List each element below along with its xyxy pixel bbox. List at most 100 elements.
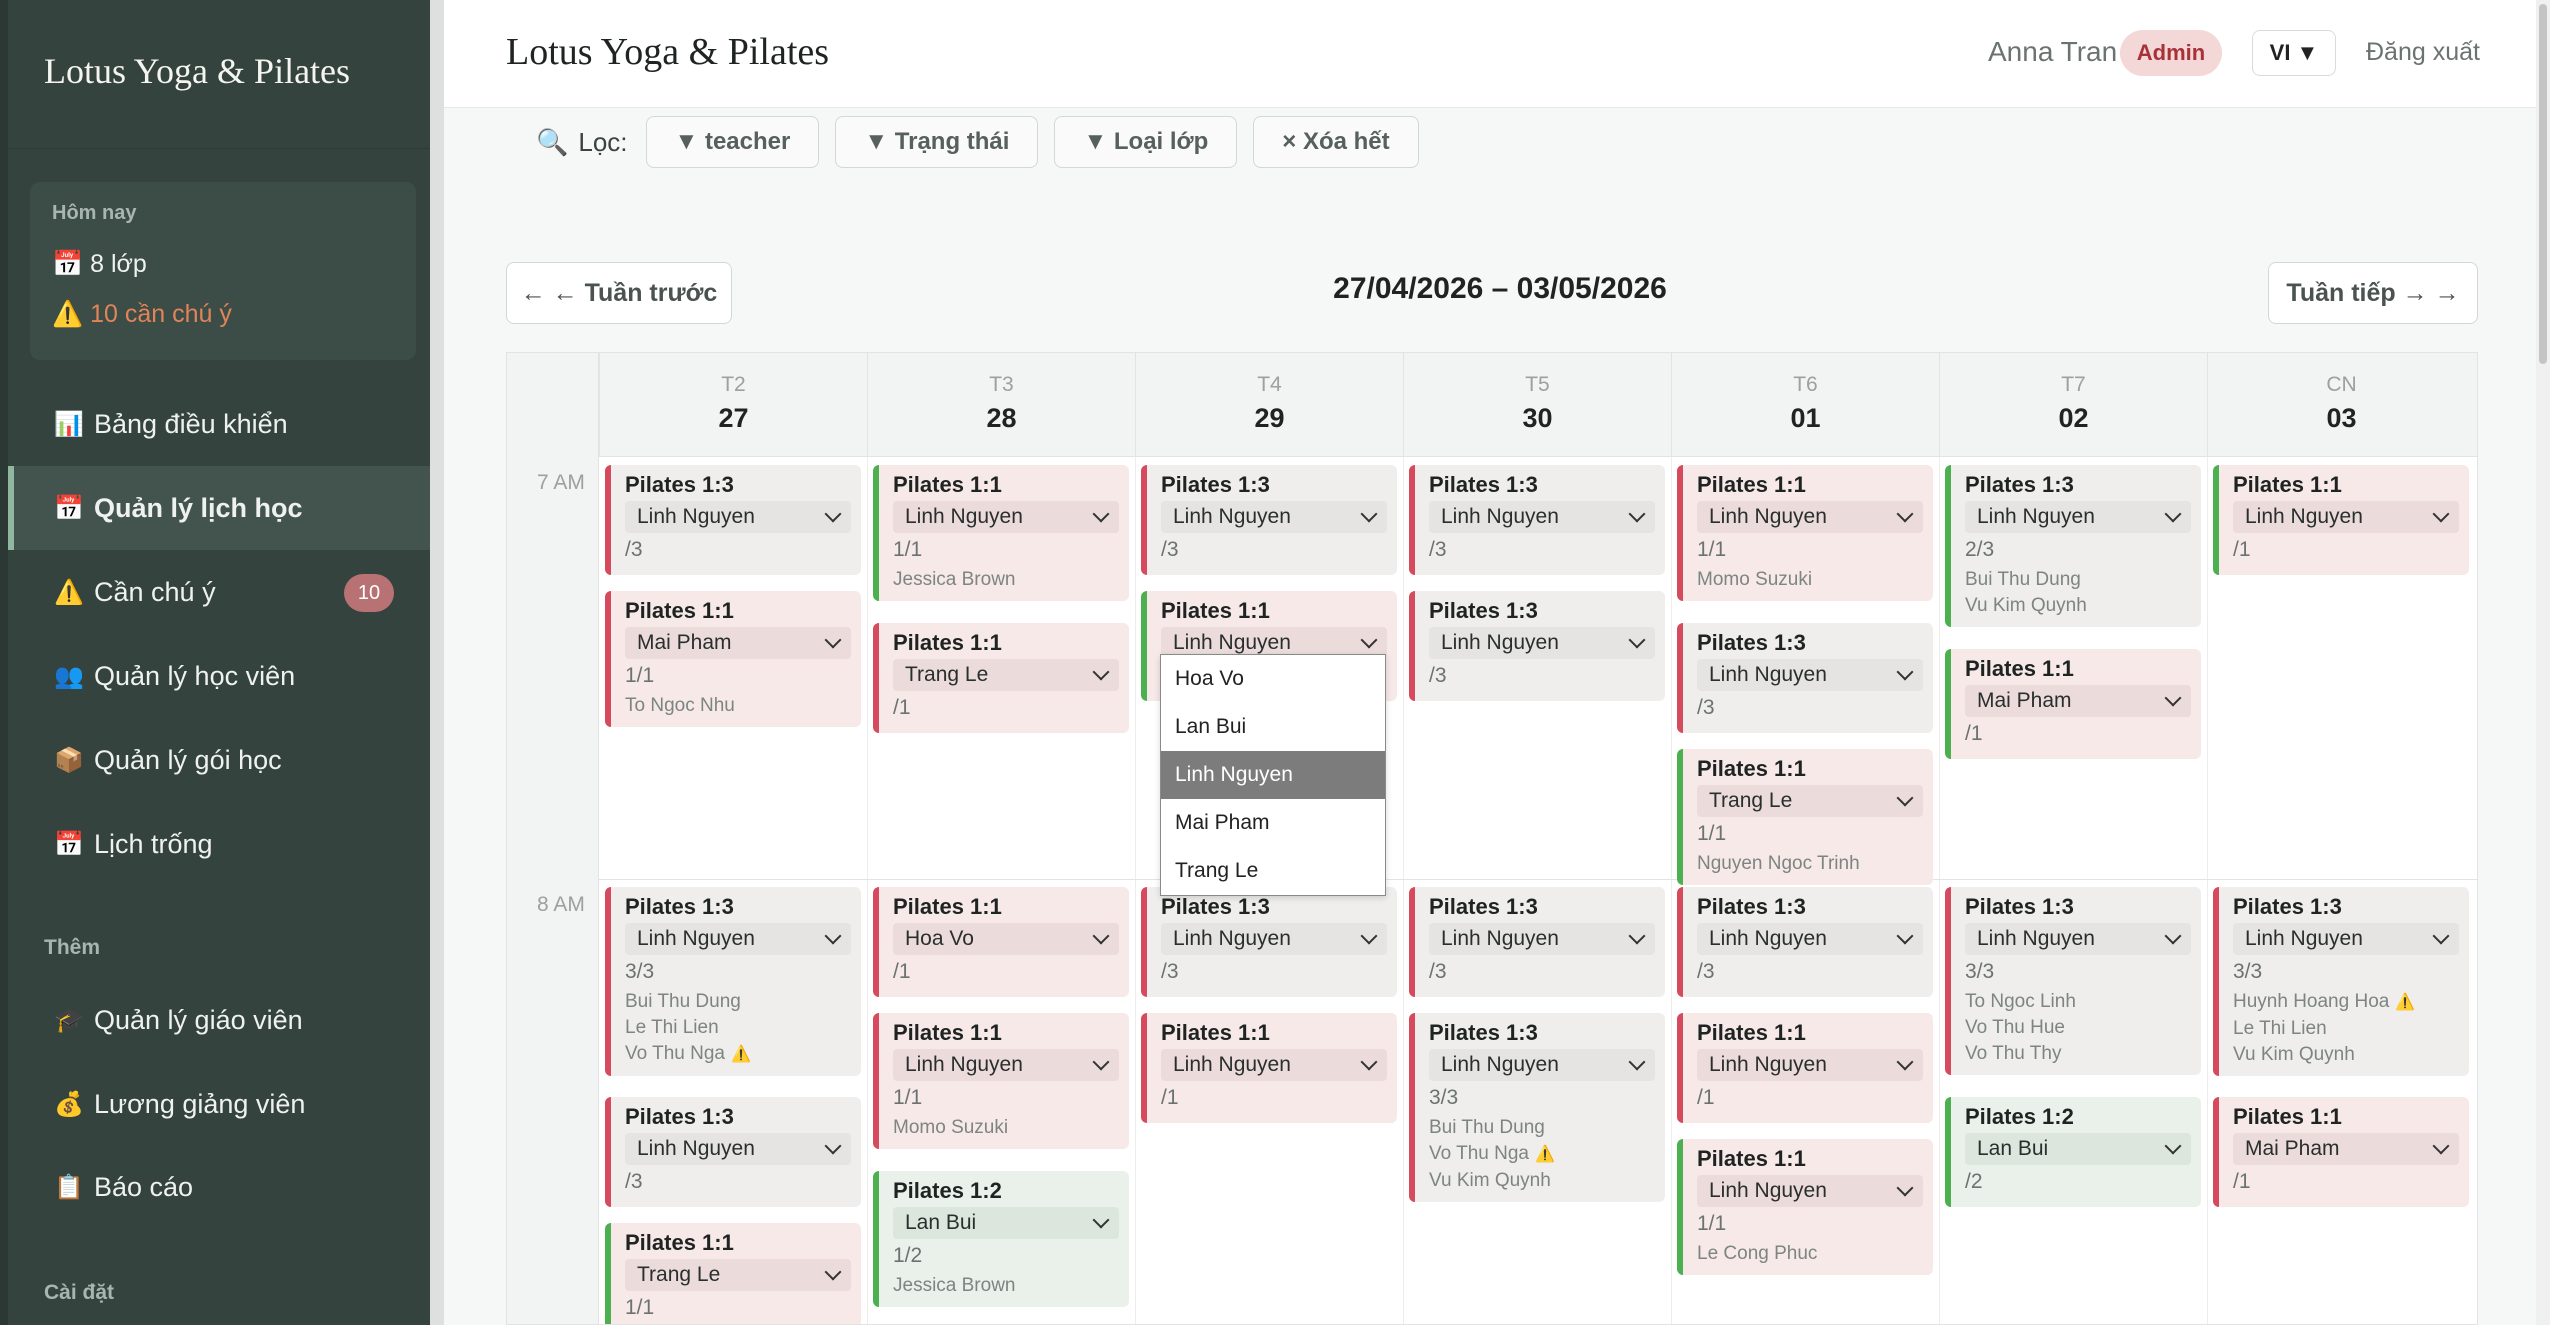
today-attention[interactable]: ⚠️ 10 cần chú ý <box>52 300 232 329</box>
class-card[interactable]: Pilates 1:1 Linh Nguyen/1 <box>2213 465 2469 575</box>
teacher-select[interactable]: Linh Nguyen <box>1429 923 1655 955</box>
class-card[interactable]: Pilates 1:1 Trang Le 1/1 Nguyen Ngoc Trinh <box>1677 749 1933 885</box>
class-card[interactable]: Pilates 1:1 Linh Nguyen/1 <box>1141 1013 1397 1123</box>
dropdown-option[interactable]: Linh Nguyen <box>1161 751 1385 799</box>
student-name[interactable]: Vo Thu Thy <box>1965 1041 2191 1067</box>
student-name[interactable]: To Ngoc Linh <box>1965 989 2191 1015</box>
teacher-select[interactable]: Linh Nguyen <box>1161 923 1387 955</box>
teacher-select[interactable]: Mai Pham <box>2233 1133 2459 1165</box>
dropdown-option[interactable]: Trang Le <box>1175 859 1259 882</box>
student-name[interactable]: Jessica Brown <box>893 1273 1119 1299</box>
class-card[interactable]: Pilates 1:3 Linh Nguyen/3 <box>1677 623 1933 733</box>
student-name[interactable]: Momo Suzuki <box>893 1115 1119 1141</box>
brand-logo[interactable]: Lotus Yoga & Pilates <box>44 51 351 91</box>
dropdown-option[interactable]: Lan Bui <box>1175 715 1247 738</box>
student-name[interactable]: Bui Thu Dung <box>1965 567 2191 593</box>
class-card[interactable]: Pilates 1:3 Linh Nguyen/3 <box>605 465 861 575</box>
student-name[interactable]: Vu Kim Quynh <box>2233 1042 2459 1068</box>
page-scrollbar[interactable] <box>2536 0 2550 1325</box>
teacher-select[interactable]: Linh Nguyen <box>1697 501 1923 533</box>
teacher-select[interactable]: Linh Nguyen <box>1697 659 1923 691</box>
sidebar-item-6[interactable]: 📅 Lịch trống <box>8 802 430 886</box>
student-name[interactable]: Le Cong Phuc <box>1697 1241 1923 1267</box>
teacher-select[interactable]: Linh Nguyen <box>625 501 851 533</box>
class-card[interactable]: Pilates 1:3 Linh Nguyen 3/3 Bui Thu Dung Vo … <box>1409 1013 1665 1202</box>
teacher-select[interactable]: Lan Bui <box>1965 1133 2191 1165</box>
class-card[interactable]: Pilates 1:3 Linh Nguyen/3 <box>1141 887 1397 997</box>
class-card[interactable]: Pilates 1:1 Mai Pham 1/1 To Ngoc Nhu <box>605 591 861 727</box>
student-name[interactable]: Momo Suzuki <box>1697 567 1923 593</box>
class-card[interactable]: Pilates 1:1 Hoa Vo/1 <box>873 887 1129 997</box>
sidebar-item-4[interactable]: 👥 Quản lý học viên <box>8 634 430 718</box>
student-name[interactable]: Vu Kim Quynh <box>1429 1168 1655 1194</box>
student-name[interactable]: Le Thi Lien <box>2233 1016 2459 1042</box>
teacher-select[interactable]: Linh Nguyen <box>1429 501 1655 533</box>
student-name[interactable]: Bui Thu Dung <box>625 989 851 1015</box>
teacher-select[interactable]: Linh Nguyen <box>1161 627 1387 659</box>
sidebar-splitter[interactable] <box>430 0 444 1325</box>
sidebar-more-item-3[interactable]: 📋 Báo cáo <box>8 1145 430 1229</box>
teacher-select[interactable]: Linh Nguyen <box>1697 1049 1923 1081</box>
student-name[interactable]: Nguyen Ngoc Trinh <box>1697 851 1923 877</box>
teacher-select[interactable]: Trang Le <box>893 659 1119 691</box>
teacher-select[interactable]: Linh Nguyen <box>2233 923 2459 955</box>
teacher-select[interactable]: Linh Nguyen <box>1697 923 1923 955</box>
student-name[interactable]: Huynh Hoang Hoa ⚠️ <box>2233 989 2459 1016</box>
class-card[interactable]: Pilates 1:3 Linh Nguyen/3 <box>1409 591 1665 701</box>
teacher-select[interactable]: Lan Bui <box>893 1207 1119 1239</box>
teacher-dropdown-list[interactable]: Hoa Vo Lan Bui Linh Nguyen Mai Pham Trang Le <box>1160 654 1386 896</box>
class-card[interactable]: Pilates 1:1 Linh Nguyen 1/1 Momo Suzuki <box>873 1013 1129 1149</box>
class-card[interactable]: Pilates 1:1 Mai Pham/1 <box>1945 649 2201 759</box>
student-name[interactable]: Vo Thu Nga ⚠️ <box>1429 1141 1655 1168</box>
class-card[interactable]: Pilates 1:2 Lan Bui 1/2 Jessica Brown <box>873 1171 1129 1307</box>
logout-link[interactable]: Đăng xuất <box>2366 38 2480 66</box>
teacher-select[interactable]: Mai Pham <box>1965 685 2191 717</box>
teacher-select[interactable]: Linh Nguyen <box>1965 501 2191 533</box>
sidebar-more-item-1[interactable]: 🎓 Quản lý giáo viên <box>8 978 430 1062</box>
student-name[interactable]: Vu Kim Quynh <box>1965 593 2191 619</box>
class-card[interactable]: Pilates 1:1 Linh Nguyen 1/1 Le Cong Phuc <box>1677 1139 1933 1275</box>
teacher-select[interactable]: Linh Nguyen <box>1429 627 1655 659</box>
teacher-select[interactable]: Trang Le <box>1697 785 1923 817</box>
teacher-select[interactable]: Linh Nguyen <box>1965 923 2191 955</box>
student-name[interactable]: Vo Thu Nga ⚠️ <box>625 1041 851 1068</box>
teacher-select[interactable]: Linh Nguyen <box>1161 501 1387 533</box>
class-card[interactable]: Pilates 1:1 Linh Nguyen/1 <box>1677 1013 1933 1123</box>
class-card[interactable]: Pilates 1:3 Linh Nguyen 3/3 To Ngoc Linh Vo … <box>1945 887 2201 1075</box>
sidebar-more-item-2[interactable]: 💰 Lương giảng viên <box>8 1062 430 1146</box>
sidebar-item-2[interactable]: 📅 Quản lý lịch học <box>8 466 430 550</box>
class-card[interactable]: Pilates 1:3 Linh Nguyen/3 <box>605 1097 861 1207</box>
class-card[interactable]: Pilates 1:3 Linh Nguyen 3/3 Huynh Hoang Hoa… <box>2213 887 2469 1076</box>
filter-teacher-button[interactable]: ▼ teacher <box>645 116 820 168</box>
dropdown-option[interactable]: Mai Pham <box>1175 811 1270 834</box>
student-name[interactable]: Le Thi Lien <box>625 1015 851 1041</box>
teacher-select[interactable]: Trang Le <box>625 1259 851 1291</box>
next-week-button[interactable]: Tuần tiếp → → <box>2268 262 2478 324</box>
teacher-select[interactable]: Linh Nguyen <box>1697 1175 1923 1207</box>
class-card[interactable]: Pilates 1:1 Linh Nguyen 1/1 Momo Suzuki <box>1677 465 1933 601</box>
class-card[interactable]: Pilates 1:3 Linh Nguyen/3 <box>1409 465 1665 575</box>
class-card[interactable]: Pilates 1:3 Linh Nguyen/3 <box>1409 887 1665 997</box>
scrollbar-thumb[interactable] <box>2539 4 2547 364</box>
sidebar-item-5[interactable]: 📦 Quản lý gói học <box>8 718 430 802</box>
teacher-select[interactable]: Linh Nguyen <box>1429 1049 1655 1081</box>
class-card[interactable]: Pilates 1:3 Linh Nguyen/3 <box>1141 465 1397 575</box>
clear-filters-button[interactable]: × Xóa hết <box>1253 116 1419 168</box>
sidebar-item-1[interactable]: 📊 Bảng điều khiển <box>8 382 430 466</box>
dropdown-option[interactable]: Hoa Vo <box>1175 667 1244 690</box>
student-name[interactable]: Jessica Brown <box>893 567 1119 593</box>
class-card[interactable]: Pilates 1:1 Mai Pham/1 <box>2213 1097 2469 1207</box>
student-name[interactable]: Vo Thu Hue <box>1965 1015 2191 1041</box>
filter-status-button[interactable]: ▼ Trạng thái <box>835 116 1039 168</box>
teacher-select[interactable]: Linh Nguyen <box>625 1133 851 1165</box>
class-card[interactable]: Pilates 1:2 Lan Bui/2 <box>1945 1097 2201 1207</box>
teacher-select[interactable]: Hoa Vo <box>893 923 1119 955</box>
class-card[interactable]: Pilates 1:3 Linh Nguyen 2/3 Bui Thu Dung Vu … <box>1945 465 2201 627</box>
class-card[interactable]: Pilates 1:3 Linh Nguyen 3/3 Bui Thu Dung Le … <box>605 887 861 1076</box>
class-card[interactable]: Pilates 1:1 Trang Le/1 <box>873 623 1129 733</box>
teacher-select[interactable]: Linh Nguyen <box>625 923 851 955</box>
teacher-select[interactable]: Mai Pham <box>625 627 851 659</box>
student-name[interactable]: Bui Thu Dung <box>1429 1115 1655 1141</box>
sidebar-item-3[interactable]: ⚠️ Cần chú ý 10 <box>8 550 430 634</box>
